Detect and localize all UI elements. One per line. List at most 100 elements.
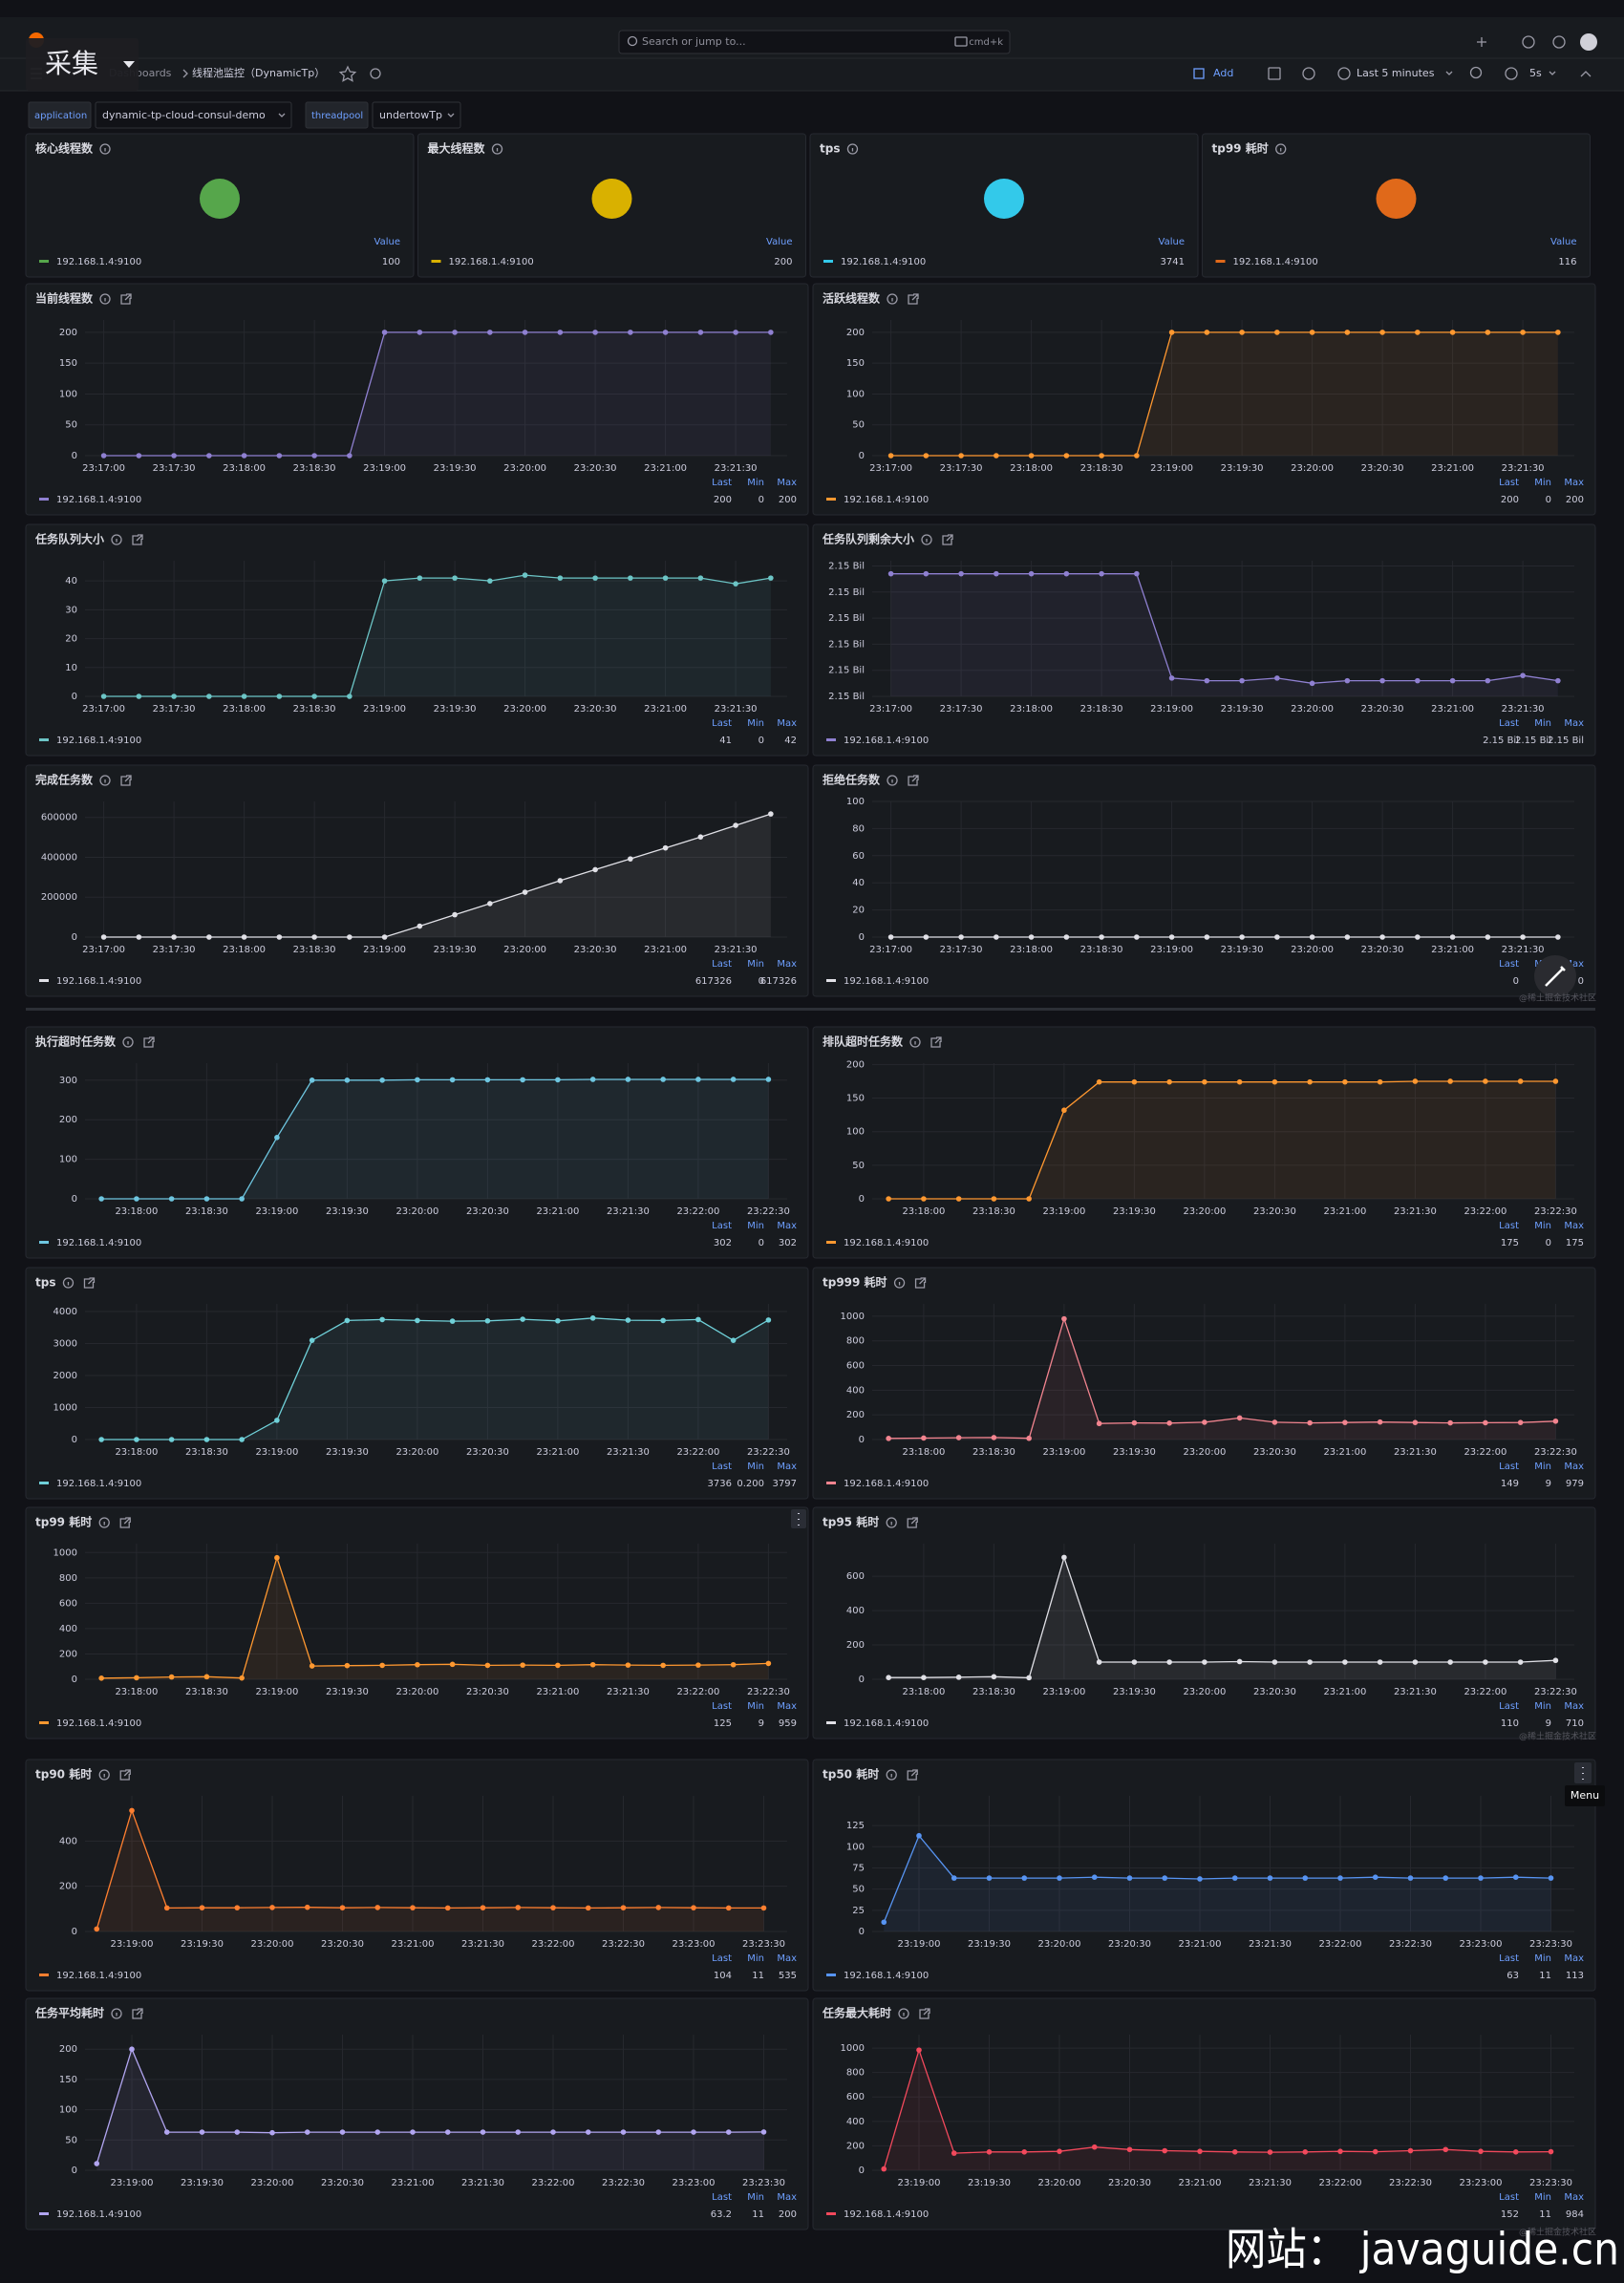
x-tick-label: 23:19:30 bbox=[326, 1687, 369, 1697]
data-point bbox=[1512, 1874, 1519, 1880]
legend-stat-value: 0 bbox=[759, 1238, 764, 1248]
y-tick-label: 2.15 Bil bbox=[828, 613, 865, 624]
search-shortcut: cmd+k bbox=[969, 37, 1003, 48]
panel-title: tp99 耗时 bbox=[1212, 141, 1269, 156]
data-point bbox=[1231, 1875, 1238, 1881]
data-point bbox=[1548, 2148, 1554, 2155]
data-point bbox=[886, 1675, 891, 1681]
data-point bbox=[1517, 1659, 1524, 1665]
x-tick-label: 23:21:00 bbox=[1179, 1939, 1222, 1950]
help-icon[interactable] bbox=[1522, 35, 1535, 49]
data-point bbox=[994, 453, 999, 459]
x-tick-label: 23:23:00 bbox=[1460, 2178, 1503, 2188]
x-tick-label: 23:21:00 bbox=[536, 1687, 579, 1697]
refresh-icon[interactable] bbox=[1505, 67, 1518, 80]
data-point bbox=[415, 1077, 420, 1083]
data-point bbox=[203, 1437, 210, 1442]
legend-stat-value: 979 bbox=[1566, 1479, 1584, 1489]
legend-value: 3741 bbox=[1161, 257, 1185, 267]
variable-label: threadpool bbox=[311, 111, 363, 121]
x-tick-label: 23:21:00 bbox=[1323, 1447, 1366, 1458]
x-tick-label: 23:18:00 bbox=[115, 1687, 158, 1697]
x-tick-label: 23:20:00 bbox=[1291, 463, 1334, 474]
x-tick-label: 23:19:00 bbox=[111, 1939, 154, 1950]
legend-swatch bbox=[826, 498, 836, 501]
avatar[interactable] bbox=[1580, 33, 1597, 51]
data-point bbox=[234, 2129, 241, 2135]
x-tick-label: 23:22:30 bbox=[602, 1939, 645, 1950]
series-line bbox=[888, 1316, 1556, 1440]
x-tick-label: 23:17:30 bbox=[940, 463, 983, 474]
link-icon bbox=[908, 293, 919, 305]
data-point bbox=[444, 1905, 451, 1911]
data-point bbox=[309, 1077, 315, 1083]
search-box[interactable] bbox=[618, 30, 1011, 54]
x-tick-label: 23:19:30 bbox=[434, 463, 477, 474]
data-point bbox=[1307, 1078, 1313, 1085]
x-tick-label: 23:17:00 bbox=[869, 463, 912, 474]
variable-select[interactable] bbox=[372, 101, 461, 129]
add-button[interactable]: Add bbox=[1213, 67, 1233, 79]
x-tick-label: 23:18:00 bbox=[223, 945, 266, 955]
data-point bbox=[1061, 1107, 1067, 1114]
x-tick-label: 23:22:00 bbox=[676, 1206, 719, 1217]
x-tick-label: 23:19:00 bbox=[363, 463, 406, 474]
data-point bbox=[887, 453, 894, 459]
legend-label: 192.168.1.4:9100 bbox=[56, 736, 141, 746]
y-tick-label: 3000 bbox=[53, 1339, 77, 1350]
data-point bbox=[730, 1077, 737, 1082]
refresh-interval[interactable]: 5s bbox=[1529, 67, 1542, 79]
legend-stat-value: 3736 bbox=[708, 1479, 732, 1489]
legend-value: 116 bbox=[1558, 257, 1576, 267]
x-tick-label: 23:18:00 bbox=[223, 463, 266, 474]
x-tick-label: 23:22:00 bbox=[1464, 1447, 1506, 1458]
data-point bbox=[1379, 934, 1385, 940]
zoom-out-icon[interactable] bbox=[1469, 66, 1483, 79]
x-tick-label: 23:21:30 bbox=[715, 704, 758, 715]
data-point bbox=[379, 1316, 385, 1323]
legend-stat-value: 11 bbox=[752, 1971, 764, 1981]
data-point bbox=[555, 1317, 561, 1324]
data-point bbox=[1302, 1875, 1309, 1881]
y-tick-label: 200 bbox=[846, 2141, 865, 2151]
x-tick-label: 23:20:30 bbox=[574, 945, 617, 955]
legend-stat-header: Min bbox=[747, 478, 764, 488]
data-point bbox=[1478, 2148, 1484, 2154]
time-range[interactable]: Last 5 minutes bbox=[1357, 67, 1435, 79]
data-point bbox=[449, 1318, 456, 1324]
data-point bbox=[374, 1905, 381, 1910]
star-icon[interactable] bbox=[338, 65, 357, 82]
y-tick-label: 200 bbox=[846, 1640, 865, 1651]
link-icon bbox=[942, 534, 953, 545]
y-tick-label: 50 bbox=[65, 2135, 77, 2145]
data-point bbox=[1274, 675, 1280, 681]
data-point bbox=[1337, 2148, 1343, 2154]
y-tick-label: 4000 bbox=[53, 1307, 77, 1317]
info-icon bbox=[111, 2008, 122, 2019]
legend-stat-value: 9 bbox=[1546, 1479, 1551, 1489]
share-icon[interactable] bbox=[370, 68, 381, 79]
collapse-icon[interactable] bbox=[1580, 71, 1592, 77]
info-icon bbox=[846, 143, 859, 155]
y-tick-label: 0 bbox=[72, 1927, 77, 1937]
new-icon[interactable] bbox=[1477, 37, 1486, 47]
legend-stat-header: Max bbox=[777, 718, 797, 729]
y-tick-label: 0 bbox=[859, 2166, 865, 2176]
x-tick-label: 23:17:30 bbox=[153, 704, 196, 715]
data-point bbox=[958, 453, 964, 459]
data-point bbox=[522, 572, 528, 578]
news-icon[interactable] bbox=[1552, 35, 1566, 49]
y-tick-label: 75 bbox=[852, 1863, 865, 1873]
data-point bbox=[206, 453, 212, 459]
data-point bbox=[1379, 330, 1385, 335]
variable-select[interactable] bbox=[95, 101, 292, 129]
data-point bbox=[1091, 2144, 1098, 2150]
legend-stat-value: 11 bbox=[1539, 1971, 1551, 1981]
data-point bbox=[1517, 1419, 1524, 1425]
save-icon[interactable] bbox=[1268, 67, 1281, 80]
data-point bbox=[1548, 1875, 1554, 1881]
data-point bbox=[515, 1905, 522, 1910]
x-tick-label: 23:19:00 bbox=[255, 1687, 298, 1697]
panel bbox=[25, 283, 809, 516]
settings-icon[interactable] bbox=[1302, 67, 1315, 80]
